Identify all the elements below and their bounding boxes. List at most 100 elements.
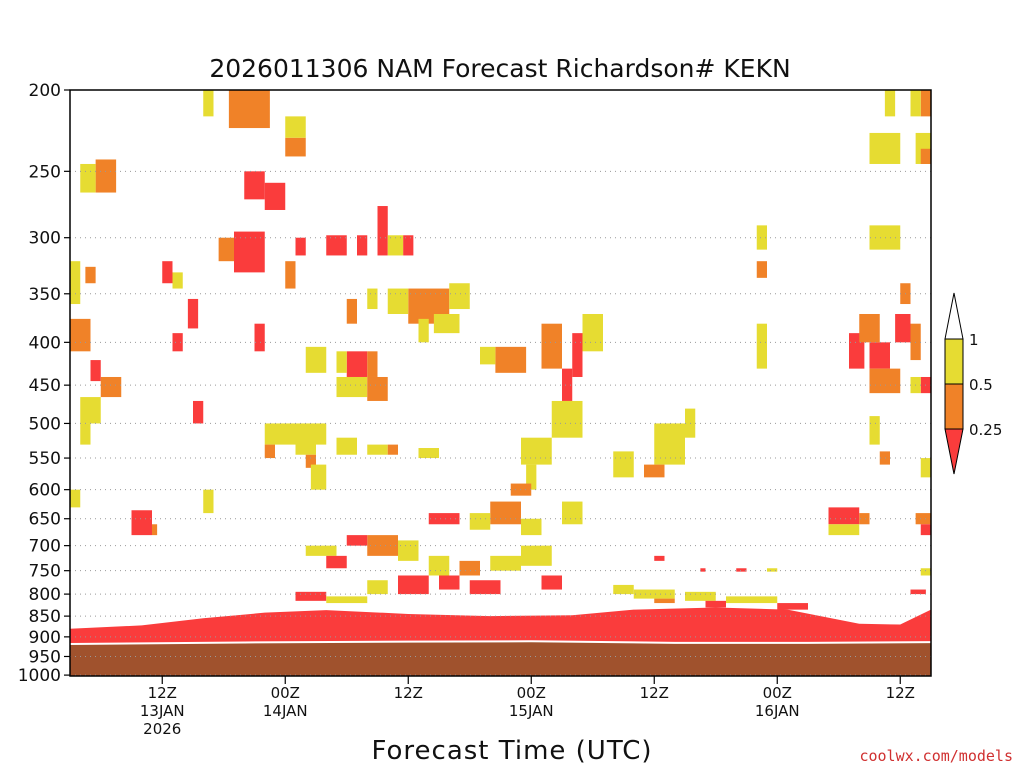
ri-cell-12 (326, 235, 347, 256)
y-tick-label-1000: 1000 (18, 666, 61, 686)
ri-cell-22 (418, 318, 429, 343)
ri-cell-48 (305, 454, 316, 468)
ri-cell-10 (295, 237, 306, 256)
ri-cell-129 (920, 568, 931, 576)
ri-cell-105 (428, 555, 450, 576)
legend-label-2: 0.5 (969, 376, 993, 394)
ri-cell-80 (895, 313, 911, 343)
ri-cell-116 (613, 584, 634, 595)
ri-cell-3 (234, 231, 265, 273)
ri-cell-31 (367, 376, 388, 401)
y-tick-label-650: 650 (29, 510, 61, 530)
ri-cell-54 (521, 437, 552, 465)
surface-line (70, 640, 931, 646)
ri-cell-67 (654, 423, 685, 465)
ri-cell-126 (700, 568, 706, 572)
ri-cell-42 (172, 333, 183, 352)
ri-cell-120 (654, 598, 675, 604)
y-tick-label-200: 200 (29, 81, 61, 101)
x-tick-label-48-2: 15JAN (509, 702, 554, 720)
y-axis-ticks: 200 250 300 350 400 450 500 550 600 650 700 750 8008… (18, 81, 70, 686)
ri-cell-98 (152, 524, 158, 536)
ri-cell-97 (131, 510, 152, 536)
y-tick-label-550: 550 (29, 449, 61, 469)
ri-cell-25 (480, 346, 496, 365)
ri-cell-61 (551, 400, 583, 438)
ri-cell-121 (705, 600, 726, 608)
ri-cell-2 (244, 171, 265, 200)
y-tick-label-700: 700 (29, 537, 61, 557)
ri-cell-49 (310, 464, 327, 490)
x-tick-label-60-1: 12Z (640, 684, 669, 702)
ri-cell-27 (346, 351, 368, 377)
ri-cell-65 (521, 518, 542, 536)
ri-cell-40 (172, 272, 183, 289)
x-tick-label-48-1: 00Z (517, 684, 546, 702)
y-tick-label-600: 600 (29, 481, 61, 501)
ri-cell-8 (285, 116, 306, 138)
y-tick-label-350: 350 (29, 285, 61, 305)
ri-cell-33 (70, 261, 81, 305)
ri-cell-119 (726, 596, 778, 604)
ri-cell-57 (541, 323, 562, 369)
ri-cell-14 (377, 206, 388, 256)
ri-cell-18 (346, 298, 357, 324)
ri-cell-16 (387, 235, 404, 256)
y-tick-label-950: 950 (29, 647, 61, 667)
ri-cell-92 (884, 90, 896, 117)
ri-cell-39 (162, 261, 173, 284)
credit-text: coolwx.com/models (859, 747, 1013, 765)
x-tick-label-24-1: 00Z (271, 684, 300, 702)
ri-cell-26 (305, 346, 327, 373)
ri-cell-118 (685, 591, 716, 601)
x-tick-label-12-1: 12Z (148, 684, 177, 702)
low-level-layer (70, 607, 931, 645)
ri-cell-91 (910, 90, 921, 117)
ri-cell-34 (85, 266, 96, 284)
ri-cell-115 (326, 555, 347, 569)
ri-cell-90 (920, 90, 931, 117)
ri-cell-38 (80, 423, 91, 445)
y-tick-label-900: 900 (29, 628, 61, 648)
y-tick-label-750: 750 (29, 562, 61, 582)
ri-cell-47 (295, 441, 316, 455)
legend-swatch-top (944, 292, 964, 340)
ri-cell-11 (285, 261, 296, 289)
ri-cell-130 (910, 589, 926, 595)
ri-cell-109 (521, 545, 552, 566)
ri-cell-59 (572, 333, 583, 377)
ri-cell-112 (398, 575, 429, 595)
ri-cell-99 (203, 489, 214, 514)
legend-label-1: 1 (969, 331, 979, 349)
ri-cell-7 (285, 137, 306, 157)
ri-cell-37 (80, 397, 101, 424)
x-tick-label-24-2: 14JAN (263, 702, 308, 720)
ri-cell-23 (433, 313, 460, 334)
ri-cell-103 (398, 540, 419, 561)
ri-cell-111 (469, 580, 501, 595)
ri-cell-35 (90, 360, 101, 382)
x-tick-label-12-3: 2026 (143, 720, 181, 738)
ri-cell-89 (920, 458, 931, 478)
legend-swatch-orange (944, 383, 964, 430)
ri-cell-28 (336, 351, 347, 373)
ri-cell-13 (357, 235, 368, 256)
ri-cell-17 (367, 288, 378, 310)
ri-cell-68 (644, 464, 665, 478)
ri-cell-53 (418, 448, 439, 459)
ri-cell-100 (70, 489, 81, 508)
ri-cell-73 (828, 507, 860, 525)
ri-cell-110 (541, 575, 562, 590)
ri-cell-102 (346, 535, 368, 546)
ri-cell-5 (95, 159, 117, 193)
ri-cell-106 (439, 575, 460, 590)
ri-cell-62 (562, 501, 583, 525)
low-level-red-band (70, 607, 931, 645)
grid-layer (70, 170, 931, 676)
ri-cell-51 (367, 444, 388, 455)
ri-cell-107 (459, 560, 480, 576)
ri-cell-44 (254, 323, 265, 352)
ri-cell-93 (869, 132, 901, 164)
ri-cell-86 (879, 451, 890, 465)
